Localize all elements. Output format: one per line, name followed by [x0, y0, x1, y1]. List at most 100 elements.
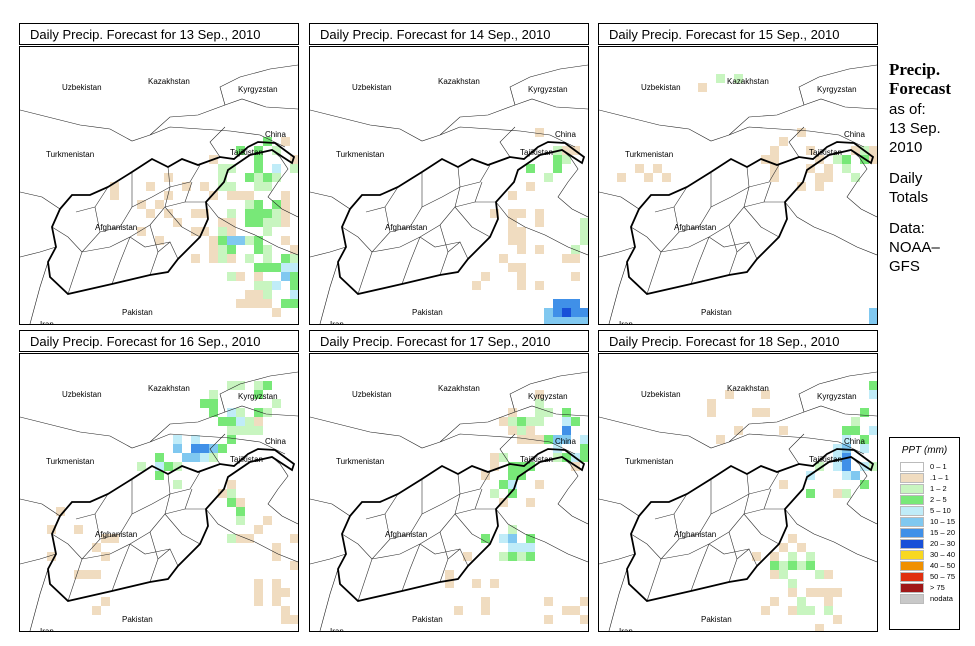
- province-border: [401, 236, 421, 285]
- province-border: [67, 533, 121, 602]
- precip-cell: [824, 173, 833, 182]
- country-border: [788, 433, 805, 465]
- country-label-tajikistan: Tajikistan: [809, 455, 842, 464]
- precip-cell: [815, 155, 824, 164]
- province-border: [164, 201, 206, 208]
- precip-cell: [770, 561, 779, 570]
- precip-cell: [254, 281, 263, 290]
- country-label-china: China: [555, 437, 576, 446]
- precip-cell: [218, 444, 227, 453]
- precip-cell: [842, 444, 851, 453]
- precip-cell: [481, 534, 490, 543]
- country-label-iran: Iran: [330, 320, 344, 324]
- legend-label: 15 – 20: [930, 528, 956, 537]
- province-border: [763, 181, 772, 203]
- province-border: [157, 548, 179, 567]
- precip-cell: [254, 218, 263, 227]
- precip-cell: [508, 543, 517, 552]
- legend-label: 50 – 75: [930, 572, 956, 581]
- country-label-turkmenistan: Turkmenistan: [625, 457, 673, 466]
- country-border: [310, 553, 347, 565]
- precip-cell: [137, 200, 146, 209]
- precip-cell: [617, 173, 626, 182]
- province-border: [184, 488, 193, 510]
- precip-cell: [74, 570, 83, 579]
- precip-cell: [653, 164, 662, 173]
- province-border: [365, 513, 386, 520]
- precip-cells: [110, 137, 298, 317]
- precip-cell: [806, 552, 815, 561]
- forecast-panel-4: Daily Precip. Forecast for 16 Sep., 2010…: [19, 330, 299, 632]
- precip-cell: [454, 606, 463, 615]
- precip-cell: [56, 507, 65, 516]
- precip-cell: [508, 408, 517, 417]
- precip-cell: [499, 480, 508, 489]
- precip-cell: [860, 408, 869, 417]
- country-border: [495, 201, 588, 256]
- precip-cell: [281, 254, 290, 263]
- province-border: [474, 488, 483, 510]
- precip-cell: [445, 579, 454, 588]
- legend-label: > 75: [930, 583, 945, 592]
- forecast-panel-2: Daily Precip. Forecast for 14 Sep., 2010…: [309, 23, 589, 325]
- precip-cell: [788, 606, 797, 615]
- province-border: [75, 513, 96, 520]
- map-svg: Kazakhstan Uzbekistan Kyrgyzstan ChinaTajik…: [310, 371, 588, 631]
- precip-cell: [191, 453, 200, 462]
- precip-cell: [173, 444, 182, 453]
- legend-label: 1 – 2: [930, 484, 947, 493]
- province-border: [743, 513, 780, 545]
- province-border: [149, 224, 159, 276]
- precip-cell: [254, 390, 263, 399]
- precip-cell: [779, 137, 788, 146]
- precip-cell: [508, 191, 517, 200]
- precip-cell: [571, 254, 580, 263]
- precip-cell: [553, 435, 562, 444]
- precip-cell: [254, 245, 263, 254]
- precip-cell: [842, 164, 851, 173]
- precip-cell: [851, 471, 860, 480]
- precip-cell: [734, 74, 743, 83]
- country-border: [310, 498, 351, 517]
- as-of-date: as of: 13 Sep. 2010: [889, 100, 975, 157]
- country-border: [509, 371, 588, 413]
- country-border: [499, 433, 516, 465]
- precip-cell: [517, 263, 526, 272]
- precip-cell: [218, 245, 227, 254]
- precip-cell: [544, 173, 553, 182]
- country-border: [846, 456, 877, 525]
- country-label-kyrgyzstan: Kyrgyzstan: [528, 85, 568, 94]
- country-label-tajikistan: Tajikistan: [230, 148, 263, 157]
- precip-cell: [815, 182, 824, 191]
- precip-cell: [281, 606, 290, 615]
- province-border: [131, 186, 171, 208]
- precip-cell: [236, 299, 245, 308]
- precip-cell: [788, 579, 797, 588]
- precip-cell: [761, 606, 770, 615]
- precip-cell: [209, 390, 218, 399]
- precip-cell: [272, 308, 281, 317]
- province-border: [357, 533, 411, 602]
- precip-cell: [137, 462, 146, 471]
- country-label-kyrgyzstan: Kyrgyzstan: [817, 85, 857, 94]
- province-border: [454, 508, 496, 515]
- country-label-pakistan: Pakistan: [412, 615, 443, 624]
- precip-cell: [562, 308, 571, 317]
- precip-cell: [535, 128, 544, 137]
- precip-cell: [544, 317, 553, 324]
- legend-swatch: [900, 505, 924, 516]
- country-label-tajikistan: Tajikistan: [230, 455, 263, 464]
- precip-cell: [508, 209, 517, 218]
- precip-cell: [290, 534, 298, 543]
- legend-label: 10 – 15: [930, 517, 956, 526]
- precip-map: Kazakhstan Uzbekistan Kyrgyzstan China Tajik…: [19, 46, 299, 325]
- precip-cell: [526, 552, 535, 561]
- country-label-turkmenistan: Turkmenistan: [625, 150, 673, 159]
- precip-cell: [725, 390, 734, 399]
- precip-cell: [209, 254, 218, 263]
- country-label-pakistan: Pakistan: [122, 308, 153, 317]
- precip-cell: [236, 534, 245, 543]
- precip-cell: [83, 570, 92, 579]
- precip-cell: [227, 408, 236, 417]
- precip-cell: [164, 173, 173, 182]
